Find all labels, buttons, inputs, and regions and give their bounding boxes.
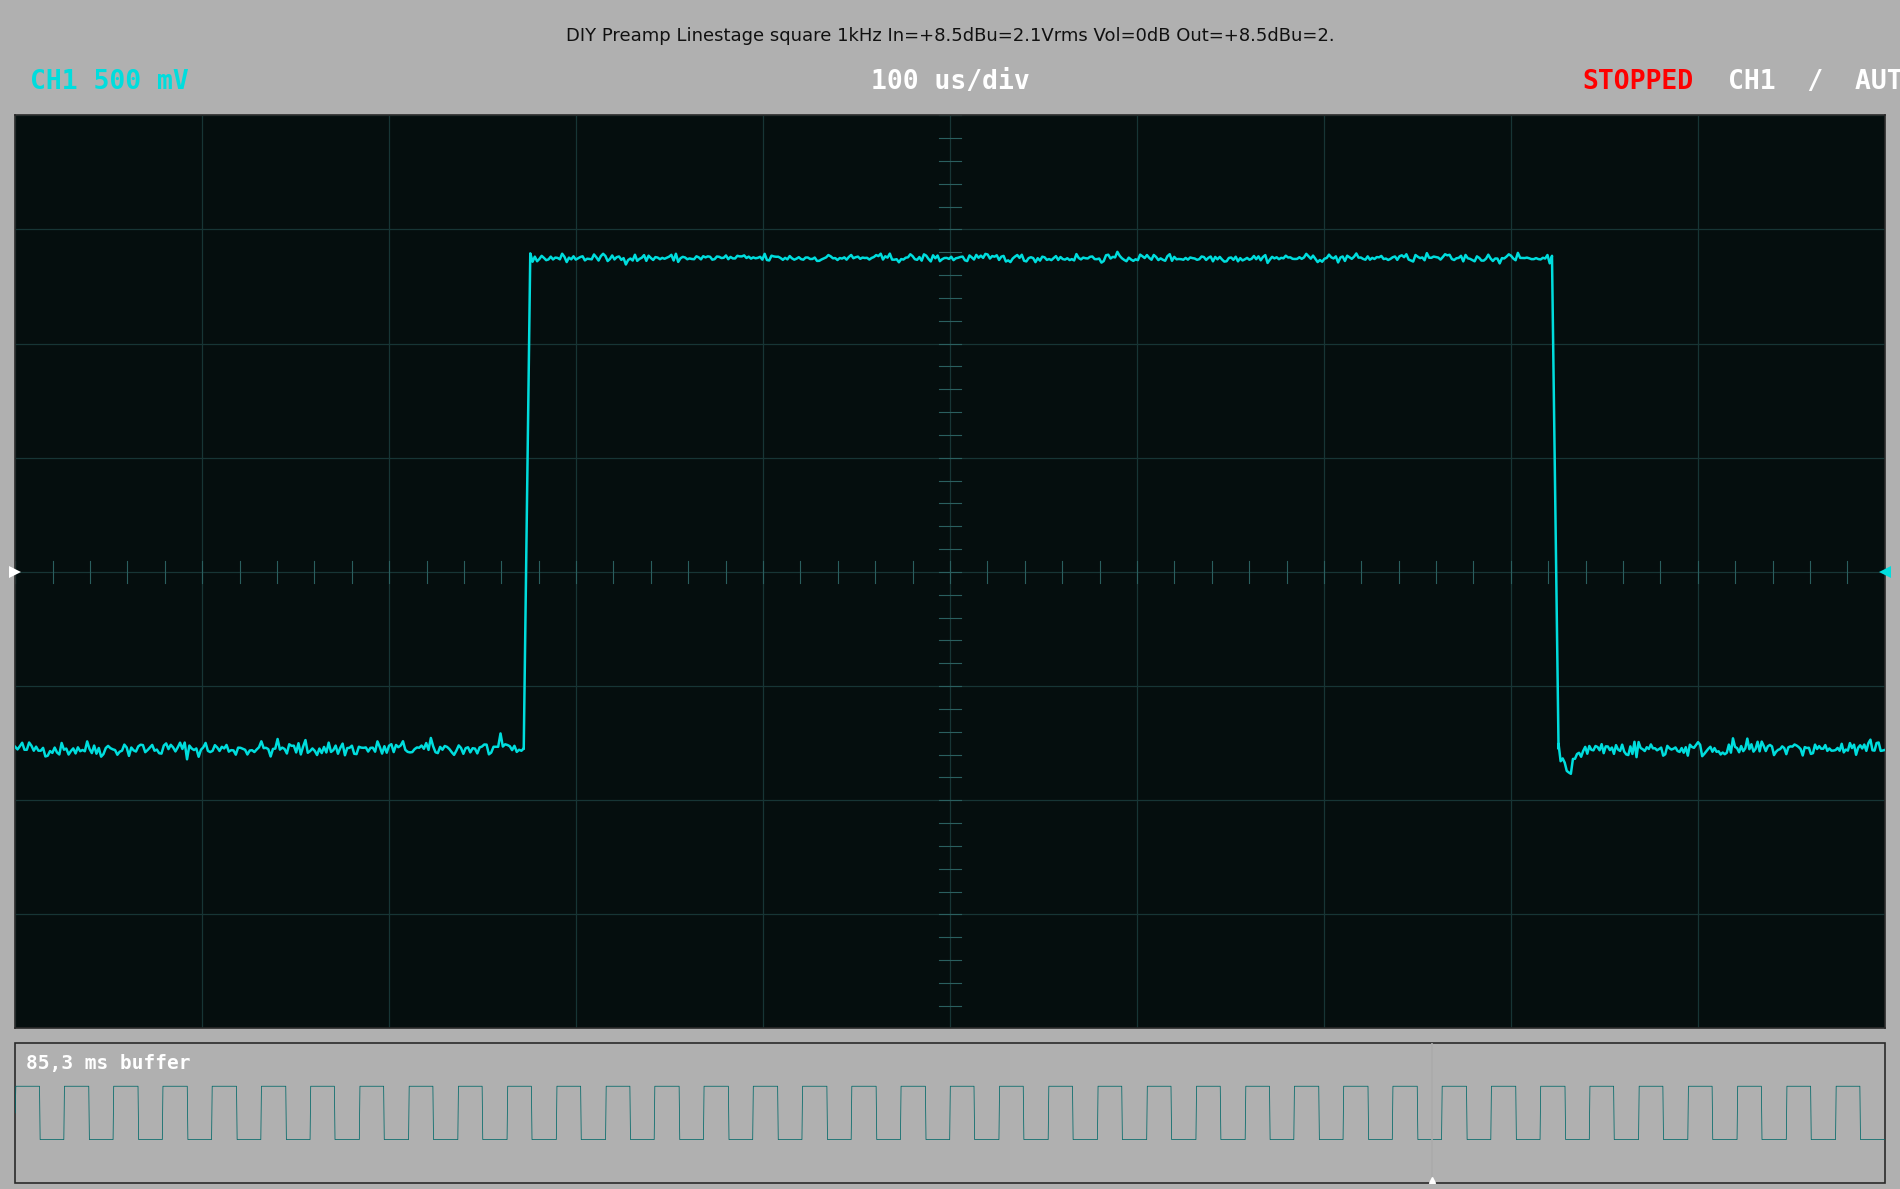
Text: STOPPED: STOPPED [1583,69,1693,95]
Text: CH1  /  AUTO: CH1 / AUTO [1727,69,1900,95]
Text: 85,3 ms buffer: 85,3 ms buffer [27,1053,190,1072]
Text: 100 us/div: 100 us/div [870,69,1030,95]
Text: CH1 500 mV: CH1 500 mV [30,69,188,95]
Text: DIY Preamp Linestage square 1kHz In=+8.5dBu=2.1Vrms Vol=0dB Out=+8.5dBu=2.: DIY Preamp Linestage square 1kHz In=+8.5… [566,27,1334,45]
